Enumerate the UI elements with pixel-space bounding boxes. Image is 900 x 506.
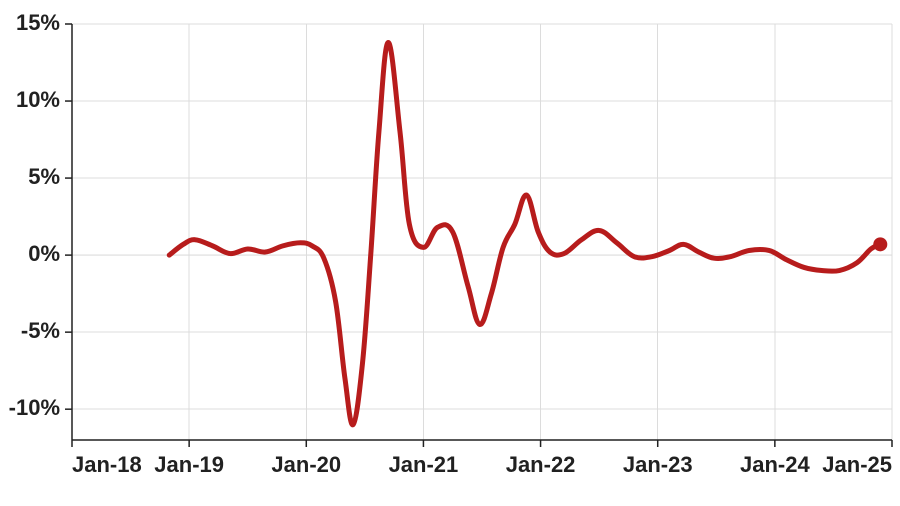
x-tick-label: Jan-18 <box>72 452 142 477</box>
chart-svg: -10% -5% 0% 5% 10% 15% Jan-18 Jan-19 Jan-20 Jan-2… <box>0 0 900 506</box>
y-tick-label: -5% <box>21 318 60 343</box>
x-tick-label: Jan-23 <box>623 452 693 477</box>
x-tick-label: Jan-22 <box>506 452 576 477</box>
x-tick-label: Jan-24 <box>740 452 810 477</box>
y-tick-label: 15% <box>16 10 60 35</box>
x-tick-label: Jan-20 <box>271 452 341 477</box>
chart-background <box>0 0 900 506</box>
y-tick-label: 5% <box>28 164 60 189</box>
x-tick-label: Jan-19 <box>154 452 224 477</box>
x-tick-label: Jan-25 <box>822 452 892 477</box>
y-tick-label: 10% <box>16 87 60 112</box>
x-tick-label: Jan-21 <box>389 452 459 477</box>
line-chart: -10% -5% 0% 5% 10% 15% Jan-18 Jan-19 Jan-20 Jan-2… <box>0 0 900 506</box>
y-tick-label: -10% <box>9 395 60 420</box>
y-tick-label: 0% <box>28 241 60 266</box>
series-end-marker <box>873 237 887 251</box>
